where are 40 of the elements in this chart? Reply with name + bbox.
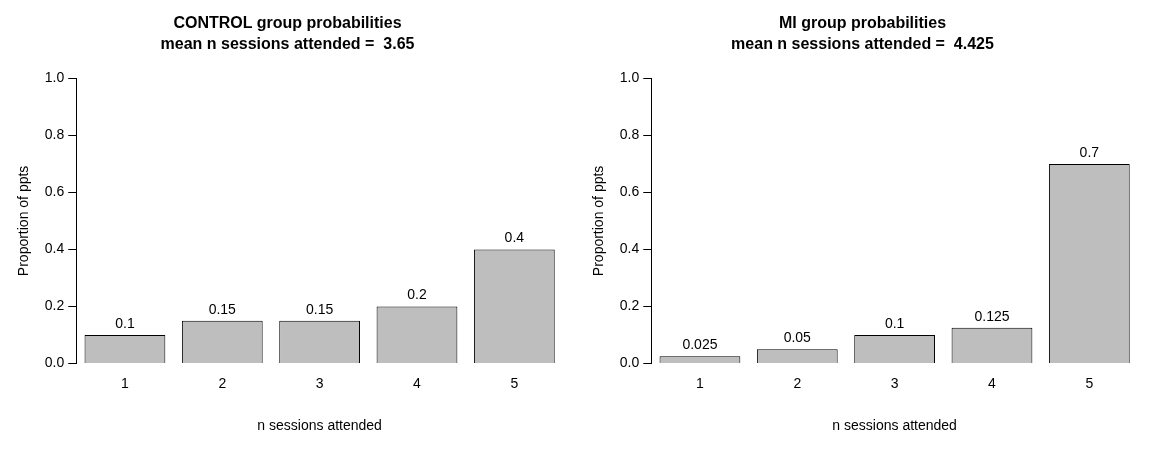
- data-label: 0.125: [974, 307, 1010, 324]
- x-tick-label: 5: [510, 374, 519, 391]
- y-tick-label: 0.4: [619, 240, 640, 257]
- x-tick-label: 3: [315, 374, 324, 391]
- data-label: 0.1: [115, 314, 135, 331]
- x-tick-label: 5: [1085, 374, 1094, 391]
- y-axis-title: Proportion of ppts: [15, 165, 32, 277]
- y-tick-label: 0.0: [619, 354, 640, 371]
- x-tick-label: 3: [890, 374, 899, 391]
- y-tick-label: 0.2: [619, 297, 640, 314]
- y-tick-label: 0.0: [44, 354, 65, 371]
- data-label: 0.15: [208, 300, 237, 317]
- chart-subtitle: mean n sessions attended = 4.425: [731, 35, 994, 53]
- x-axis-title: n sessions attended: [832, 417, 957, 434]
- chart-title: CONTROL group probabilities: [173, 14, 402, 32]
- x-tick-label: 4: [988, 374, 997, 391]
- data-label: 0.2: [407, 286, 427, 303]
- x-tick-label: 2: [218, 374, 227, 391]
- y-tick-label: 1.0: [619, 69, 640, 86]
- y-tick-label: 0.8: [44, 126, 65, 143]
- chart-title: MI group probabilities: [778, 14, 947, 32]
- data-label: 0.15: [306, 300, 334, 317]
- data-label: 0.7: [1079, 143, 1100, 160]
- y-tick-label: 0.6: [44, 183, 65, 200]
- y-tick-label: 0.6: [619, 183, 640, 200]
- chart-subtitle: mean n sessions attended = 3.65: [160, 35, 415, 53]
- y-tick-label: 1.0: [44, 69, 65, 86]
- x-tick-label: 2: [793, 374, 802, 391]
- data-label: 0.1: [884, 314, 905, 331]
- x-tick-label: 4: [413, 374, 422, 391]
- data-label: 0.025: [682, 336, 718, 353]
- x-axis-title: n sessions attended: [257, 417, 382, 434]
- y-tick-label: 0.8: [619, 126, 640, 143]
- x-tick-label: 1: [121, 374, 130, 391]
- data-label: 0.4: [504, 229, 525, 246]
- y-axis-title: Proportion of ppts: [590, 165, 607, 277]
- y-tick-label: 0.2: [44, 297, 65, 314]
- x-tick-label: 1: [696, 374, 705, 391]
- y-tick-label: 0.4: [44, 240, 65, 257]
- data-label: 0.05: [783, 329, 812, 346]
